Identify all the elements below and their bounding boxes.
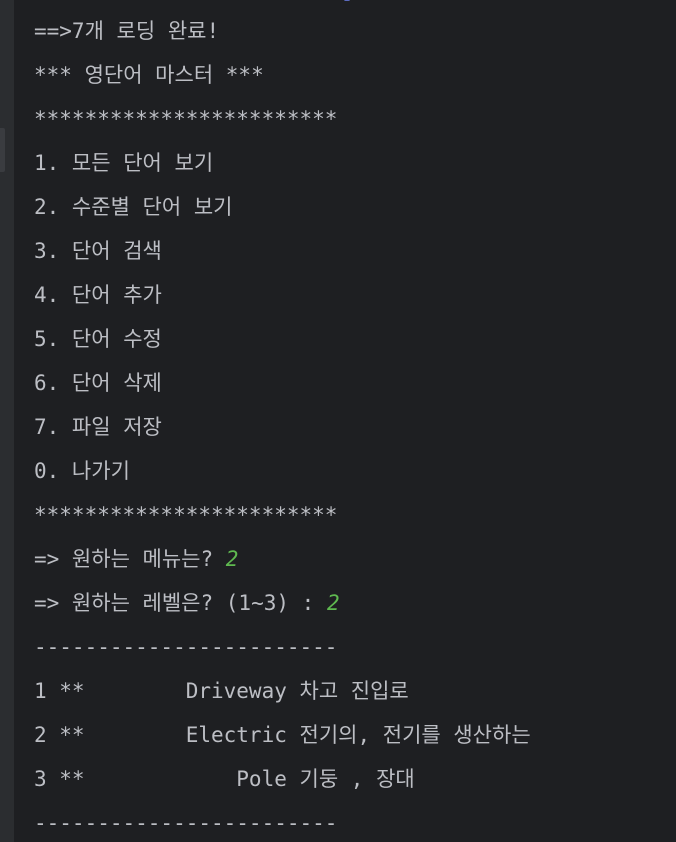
star-separator-line: ************************ bbox=[34, 503, 338, 527]
load-status-line: ==>7개 로딩 완료! bbox=[34, 19, 220, 43]
console-output: ==>7개 로딩 완료! *** 영단어 마스터 *** ***********… bbox=[34, 12, 674, 842]
gutter-marker bbox=[0, 128, 5, 172]
word-row: 1 ** Driveway 차고 진입로 bbox=[34, 679, 409, 703]
menu-user-input: 2 bbox=[225, 547, 239, 571]
menu-item-edit-word: 5. 단어 수정 bbox=[34, 327, 162, 351]
menu-item-words-by-level: 2. 수준별 단어 보기 bbox=[34, 195, 233, 219]
scroll-indicator bbox=[344, 0, 350, 1]
level-prompt-text: => 원하는 레벨은? (1~3) : bbox=[34, 591, 327, 615]
editor-gutter bbox=[0, 0, 14, 842]
menu-item-exit: 0. 나가기 bbox=[34, 459, 130, 483]
program-title-line: *** 영단어 마스터 *** bbox=[34, 63, 264, 87]
menu-prompt-line: => 원하는 메뉴는? 2 bbox=[34, 540, 674, 584]
menu-item-add-word: 4. 단어 추가 bbox=[34, 283, 162, 307]
run-console[interactable]: ==>7개 로딩 완료! *** 영단어 마스터 *** ***********… bbox=[14, 0, 676, 842]
menu-item-all-words: 1. 모든 단어 보기 bbox=[34, 151, 214, 175]
dash-separator-line: ------------------------ bbox=[34, 635, 338, 659]
menu-prompt-text: => 원하는 메뉴는? bbox=[34, 547, 226, 571]
menu-item-search-word: 3. 단어 검색 bbox=[34, 239, 162, 263]
word-row: 3 ** Pole 기둥 , 장대 bbox=[34, 767, 415, 791]
dash-separator-line: ------------------------ bbox=[34, 811, 338, 835]
word-row: 2 ** Electric 전기의, 전기를 생산하는 bbox=[34, 723, 531, 747]
menu-item-delete-word: 6. 단어 삭제 bbox=[34, 371, 162, 395]
star-separator-line: ************************ bbox=[34, 107, 338, 131]
level-prompt-line: => 원하는 레벨은? (1~3) : 2 bbox=[34, 584, 674, 628]
menu-item-save-file: 7. 파일 저장 bbox=[34, 415, 162, 439]
level-user-input: 2 bbox=[326, 591, 340, 615]
